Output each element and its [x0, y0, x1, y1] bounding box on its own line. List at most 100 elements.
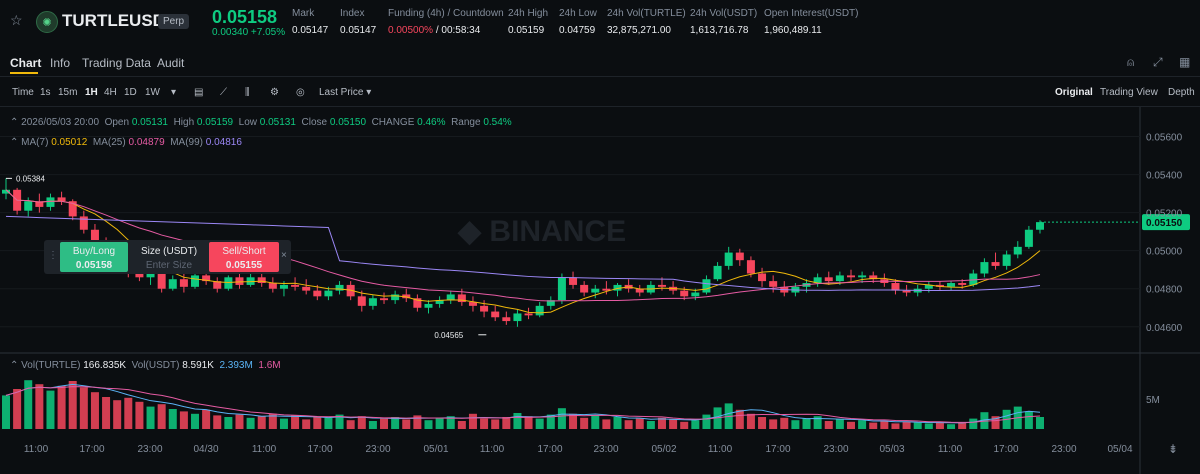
collapse-arrow-icon[interactable]: ⌃ — [10, 360, 19, 371]
x-tick-label: 17:00 — [537, 444, 562, 455]
drag-handle-icon[interactable]: ⋮⋮ — [48, 250, 68, 261]
candle-body — [758, 273, 767, 282]
settings-icon[interactable]: ⚙ — [270, 87, 279, 98]
y-tick-label: 0.04800 — [1146, 285, 1183, 296]
indicator-icon[interactable]: ⟋ — [220, 87, 227, 98]
volume-bar — [291, 415, 300, 429]
x-tick-label: 17:00 — [79, 444, 104, 455]
volume-bar — [502, 417, 511, 429]
bell-icon[interactable]: ⍝ — [1127, 55, 1135, 69]
chart-toolbar: Time 1s 15m 1H 4H 1D 1W ▾ ▤ ⟋ ⫼ ⚙ ◎ Last… — [0, 78, 1200, 106]
candle-body — [135, 271, 144, 278]
candle-body — [958, 283, 967, 285]
interval-1s[interactable]: 1s — [40, 87, 51, 98]
candle-body — [268, 283, 277, 289]
x-tick-label: 05/02 — [651, 444, 676, 455]
volume-bar — [513, 413, 522, 429]
expand-icon[interactable]: ⤢ — [1153, 55, 1163, 69]
interval-1h[interactable]: 1H — [85, 87, 98, 98]
volume-bar — [402, 419, 411, 429]
buy-label: Buy/Long — [72, 246, 116, 257]
volume-bar — [602, 419, 611, 429]
volume-bar — [480, 418, 489, 429]
grid-layout-icon[interactable]: ▦ — [1179, 55, 1191, 69]
volume-bar — [924, 423, 933, 429]
candle-body — [480, 305, 489, 312]
candle-body — [146, 273, 155, 278]
candle-body — [391, 294, 400, 301]
vol-turtle-value: 166.835K — [83, 360, 127, 371]
high-label: High — [173, 117, 195, 128]
buy-long-button[interactable]: Buy/Long 0.05158 — [60, 242, 128, 272]
candlestick-chart[interactable]: ◆ BINANCE 0.05384 0.04565 0.05150 0.05600 0… — [0, 107, 1200, 474]
last-price: 0.05158 — [212, 7, 278, 27]
volume-bar — [124, 397, 133, 429]
volume-bar — [246, 417, 255, 429]
tab-chart[interactable]: Chart — [10, 56, 42, 70]
depth-icon[interactable]: ◎ — [296, 87, 305, 98]
sell-short-button[interactable]: Sell/Short 0.05155 — [209, 242, 279, 272]
size-input[interactable]: Size (USDT) Enter Size — [130, 242, 208, 272]
chart-tabs: Chart Info Trading Data Audit — [0, 52, 1200, 74]
x-tick-label: 11:00 — [252, 444, 277, 455]
vol-readout: ⌃ Vol(TURTLE) 166.835K Vol(USDT) 8.591K … — [10, 360, 281, 371]
symbol-title[interactable]: TURTLEUSDT — [62, 11, 176, 30]
volume-bar — [90, 392, 99, 429]
candle-body — [57, 197, 66, 202]
candle-body — [935, 284, 944, 287]
candle-body — [524, 313, 533, 316]
candle-body — [869, 275, 878, 280]
view-original[interactable]: Original — [1055, 87, 1093, 98]
stat-funding: Funding (4h) / Countdown 0.00500% / 00:58… — [388, 8, 504, 36]
view-trading-view[interactable]: Trading View — [1100, 87, 1158, 98]
tab-audit[interactable]: Audit — [157, 56, 185, 70]
volume-bar — [524, 416, 533, 429]
volume-bar — [79, 387, 88, 429]
volume-bar — [1035, 417, 1045, 429]
candle-body — [980, 262, 989, 274]
interval-1w[interactable]: 1W — [145, 87, 160, 98]
x-tick-label: 17:00 — [307, 444, 332, 455]
volume-bar — [13, 389, 22, 429]
volume-bar — [735, 409, 744, 429]
candle-body — [1035, 222, 1045, 230]
interval-1d[interactable]: 1D — [124, 87, 137, 98]
candle-body — [68, 201, 77, 217]
calendar-icon[interactable]: ▤ — [194, 87, 204, 98]
candle-body — [35, 201, 44, 207]
candle-body — [513, 313, 522, 322]
favorite-star-icon[interactable]: ☆ — [10, 12, 23, 28]
volume-bar — [202, 409, 211, 429]
sell-price: 0.05155 — [225, 260, 263, 271]
candle-body — [157, 273, 166, 289]
volume-bar — [46, 390, 55, 429]
candle-body — [1002, 254, 1011, 266]
tab-info[interactable]: Info — [50, 56, 71, 70]
volume-bar — [24, 380, 33, 429]
close-icon[interactable]: × — [281, 250, 287, 261]
volume-bar — [257, 416, 266, 429]
candle-body — [1, 189, 11, 194]
candle-type-icon[interactable]: ⫼ — [245, 87, 250, 98]
last-price-dropdown[interactable]: Last Price ▾ — [319, 87, 372, 98]
turtle-logo-icon: ✺ — [36, 11, 58, 33]
volume-bar — [657, 417, 666, 429]
candle-body — [691, 292, 700, 297]
candle-body — [90, 229, 99, 245]
low-label: Low — [238, 117, 257, 128]
interval-4h[interactable]: 4H — [104, 87, 117, 98]
interval-dropdown-icon[interactable]: ▾ — [171, 87, 177, 98]
volume-bar — [313, 417, 322, 429]
interval-15m[interactable]: 15m — [58, 87, 78, 98]
collapse-arrow-icon[interactable]: ⌃ — [10, 117, 19, 128]
volume-bar — [179, 411, 188, 429]
view-depth[interactable]: Depth — [1168, 87, 1195, 98]
divider — [0, 76, 1200, 77]
y-tick-label: 0.05200 — [1146, 209, 1183, 220]
volume-bar — [57, 385, 66, 429]
tab-trading-data[interactable]: Trading Data — [82, 56, 151, 70]
volume-bar — [413, 415, 422, 429]
collapse-arrow-icon[interactable]: ⌃ — [10, 137, 19, 148]
volume-bar — [780, 417, 789, 429]
ma7-label: MA(7) — [21, 137, 49, 148]
